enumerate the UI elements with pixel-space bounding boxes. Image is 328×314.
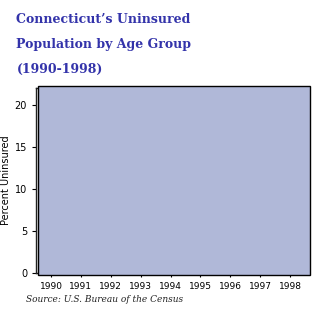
Under Age 18 bbox=[228, 170, 232, 174]
Under Age 18 bbox=[198, 200, 202, 203]
Under Age 18 bbox=[139, 196, 143, 199]
Under Age 18 bbox=[79, 225, 83, 229]
Ages 18-65 bbox=[139, 162, 143, 165]
Ages 18-65 bbox=[288, 133, 292, 136]
Ages 18-65 bbox=[228, 162, 232, 165]
Legend: Ages 18-65, Under Age 18: Ages 18-65, Under Age 18 bbox=[161, 92, 249, 121]
Text: Source: U.S. Bureau of the Census: Source: U.S. Bureau of the Census bbox=[26, 295, 183, 304]
Under Age 18 bbox=[169, 179, 173, 182]
Ages 18-65 bbox=[169, 162, 173, 165]
Ages 18-65 bbox=[109, 179, 113, 182]
Y-axis label: Percent Uninsured: Percent Uninsured bbox=[1, 136, 10, 225]
Text: (1990-1998): (1990-1998) bbox=[16, 63, 103, 76]
Text: Population by Age Group: Population by Age Group bbox=[16, 38, 192, 51]
Under Age 18 bbox=[258, 179, 262, 182]
Text: Connecticut’s Uninsured: Connecticut’s Uninsured bbox=[16, 13, 191, 25]
Under Age 18 bbox=[109, 221, 113, 225]
Ages 18-65 bbox=[198, 179, 202, 182]
Under Age 18 bbox=[49, 238, 53, 241]
Under Age 18 bbox=[288, 183, 292, 187]
Line: Ages 18-65: Ages 18-65 bbox=[48, 132, 293, 192]
Ages 18-65 bbox=[258, 145, 262, 149]
Ages 18-65 bbox=[49, 187, 53, 191]
Line: Under Age 18: Under Age 18 bbox=[48, 169, 293, 242]
Ages 18-65 bbox=[79, 187, 83, 191]
